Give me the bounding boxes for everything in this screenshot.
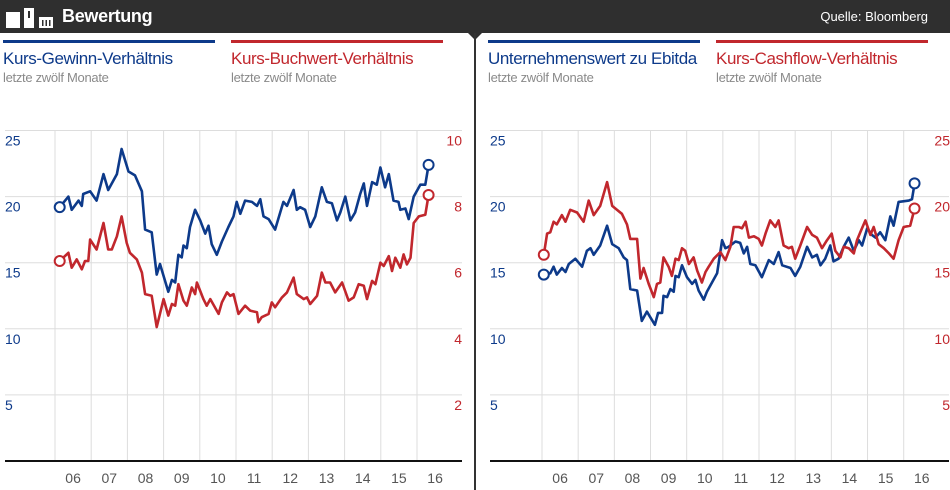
y-right-tick-label: 6 xyxy=(454,265,462,281)
x-tick-label: 08 xyxy=(138,470,154,486)
y-right-tick-label: 10 xyxy=(934,331,950,347)
x-tick-label: 11 xyxy=(247,470,262,486)
legend-subtitle: letzte zwölf Monate xyxy=(716,70,822,85)
legend-swatch xyxy=(231,40,443,43)
y-right-tick-label: 4 xyxy=(454,331,462,347)
y-left-tick-label: 15 xyxy=(5,265,21,281)
series-end-marker xyxy=(422,158,435,171)
x-tick-label: 10 xyxy=(697,470,713,486)
legend-swatch xyxy=(488,40,700,43)
x-tick-label: 15 xyxy=(391,470,407,486)
x-tick-label: 11 xyxy=(734,470,749,486)
y-left-tick-label: 5 xyxy=(490,397,498,413)
series-end-marker xyxy=(422,188,435,201)
x-tick-label: 12 xyxy=(283,470,299,486)
x-tick-label: 14 xyxy=(355,470,371,486)
legend-kbv: Kurs-Buchwert-Verhältnis letzte zwölf Mo… xyxy=(231,40,443,85)
y-right-tick-label: 5 xyxy=(942,397,950,413)
y-right-tick-label: 20 xyxy=(934,199,950,215)
legend-ev-ebitda: Unternehmenswert zu Ebitda letzte zwölf … xyxy=(488,40,700,85)
chart-right: 5 10 15 20 25 5 10 15 20 25 06 07 08 09 10 11 12 13 14 15 16 xyxy=(490,130,950,486)
y-left-tick-label: 20 xyxy=(490,199,506,215)
x-tick-label: 14 xyxy=(842,470,858,486)
y-left-tick-label: 15 xyxy=(490,265,506,281)
legend-subtitle: letzte zwölf Monate xyxy=(488,70,594,85)
header-bar: Bewertung Quelle: Bloomberg xyxy=(0,0,950,33)
series-line xyxy=(58,194,430,329)
x-tick-label: 06 xyxy=(552,470,568,486)
series-line xyxy=(543,183,916,327)
x-tick-label: 06 xyxy=(65,470,81,486)
series-end-marker xyxy=(908,202,921,215)
y-left-tick-label: 10 xyxy=(5,331,21,347)
y-right-tick-label: 15 xyxy=(934,265,950,281)
y-right-tick-label: 2 xyxy=(454,397,462,413)
x-tick-label: 09 xyxy=(174,470,190,486)
chart-left: 5 10 15 20 25 2 4 6 8 10 06 07 08 09 10 11 12 13 14 15 16 xyxy=(5,130,462,486)
y-left-tick-label: 5 xyxy=(5,397,13,413)
x-tick-label: 12 xyxy=(769,470,785,486)
y-left-tick-label: 10 xyxy=(490,331,506,347)
legend-title: Kurs-Cashflow-Verhältnis xyxy=(716,49,898,68)
x-tick-label: 08 xyxy=(625,470,641,486)
x-tick-label: 13 xyxy=(319,470,335,486)
x-tick-label: 10 xyxy=(210,470,226,486)
legend-subtitle: letzte zwölf Monate xyxy=(3,70,109,85)
legend-title: Unternehmenswert zu Ebitda xyxy=(488,49,697,68)
x-tick-label: 16 xyxy=(914,470,930,486)
series-end-marker xyxy=(908,177,921,190)
series-start-marker xyxy=(537,248,550,261)
x-tick-label: 07 xyxy=(102,470,118,486)
y-right-tick-label: 25 xyxy=(934,133,950,149)
legend-swatch xyxy=(3,40,215,43)
series-line xyxy=(542,180,916,299)
y-left-tick-label: 25 xyxy=(5,133,21,149)
series-line xyxy=(58,147,430,294)
x-tick-label: 07 xyxy=(588,470,604,486)
panel-divider xyxy=(474,33,476,490)
series-start-marker xyxy=(53,255,66,268)
source-label: Quelle: Bloomberg xyxy=(820,9,928,24)
newspaper-logo-icon xyxy=(6,8,53,28)
y-right-tick-label: 10 xyxy=(446,133,462,149)
series-start-marker xyxy=(53,201,66,214)
x-tick-label: 15 xyxy=(878,470,894,486)
legend-title: Kurs-Gewinn-Verhältnis xyxy=(3,49,173,68)
x-tick-label: 13 xyxy=(805,470,821,486)
legend-kcv: Kurs-Cashflow-Verhältnis letzte zwölf Mo… xyxy=(716,40,928,85)
x-tick-label: 16 xyxy=(427,470,443,486)
legend-swatch xyxy=(716,40,928,43)
legend-kgv: Kurs-Gewinn-Verhältnis letzte zwölf Mona… xyxy=(3,40,215,85)
y-left-tick-label: 20 xyxy=(5,199,21,215)
series-start-marker xyxy=(537,268,550,281)
y-left-tick-label: 25 xyxy=(490,133,506,149)
page-title: Bewertung xyxy=(62,6,153,26)
legend-title: Kurs-Buchwert-Verhältnis xyxy=(231,49,414,68)
legend-subtitle: letzte zwölf Monate xyxy=(231,70,337,85)
y-right-tick-label: 8 xyxy=(454,199,462,215)
x-tick-label: 09 xyxy=(661,470,677,486)
